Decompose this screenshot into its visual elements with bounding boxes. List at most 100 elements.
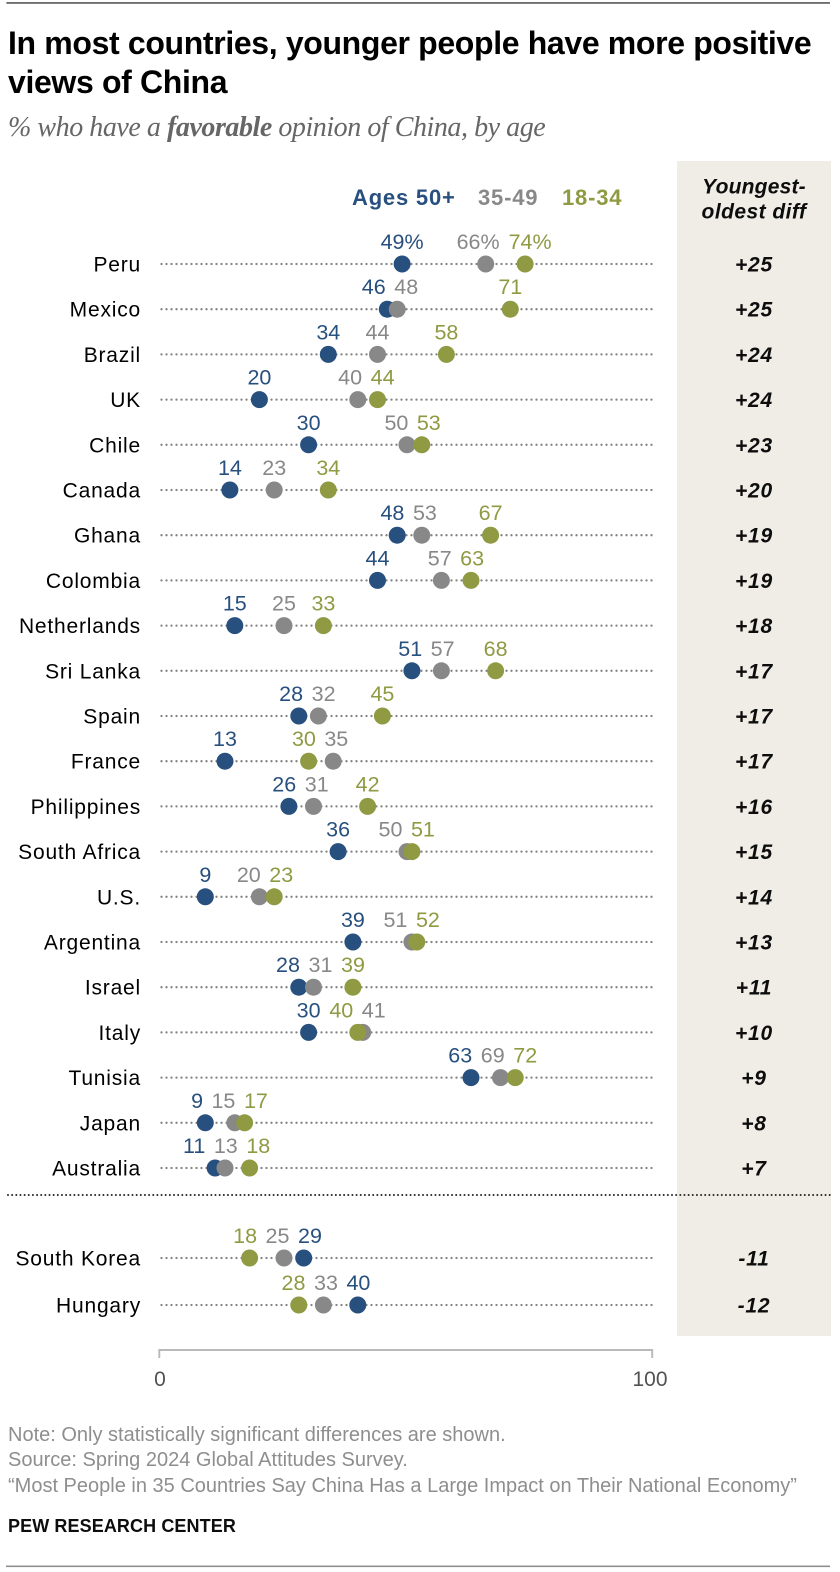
svg-text:58: 58	[434, 320, 458, 344]
svg-text:50: 50	[384, 411, 408, 435]
svg-text:44: 44	[366, 320, 390, 344]
svg-text:0: 0	[154, 1368, 166, 1391]
svg-text:33: 33	[311, 592, 335, 616]
svg-text:15: 15	[223, 592, 247, 616]
svg-text:Netherlands: Netherlands	[19, 615, 141, 638]
svg-text:14: 14	[218, 456, 242, 480]
svg-text:31: 31	[305, 772, 329, 796]
svg-text:Sri Lanka: Sri Lanka	[45, 660, 141, 683]
svg-text:+17: +17	[735, 660, 774, 683]
svg-text:28: 28	[279, 682, 303, 706]
svg-text:“Most People in 35 Countries S: “Most People in 35 Countries Say China H…	[8, 1475, 797, 1497]
svg-text:34: 34	[316, 456, 340, 480]
svg-text:+15: +15	[735, 841, 773, 864]
svg-text:35-49: 35-49	[478, 185, 538, 210]
svg-text:50: 50	[379, 818, 403, 842]
svg-text:29: 29	[298, 1224, 322, 1248]
svg-text:-12: -12	[738, 1295, 771, 1318]
svg-text:66%: 66%	[457, 230, 500, 254]
svg-text:Tunisia: Tunisia	[68, 1067, 141, 1090]
svg-text:Peru: Peru	[93, 254, 141, 277]
svg-text:South Africa: South Africa	[18, 841, 141, 864]
svg-text:41: 41	[362, 998, 386, 1022]
svg-text:52: 52	[416, 908, 440, 932]
svg-text:Japan: Japan	[80, 1112, 141, 1135]
svg-text:+19: +19	[735, 570, 773, 593]
svg-text:+19: +19	[735, 525, 773, 548]
svg-text:13: 13	[213, 727, 237, 751]
svg-text:57: 57	[431, 637, 455, 661]
svg-text:Canada: Canada	[63, 480, 141, 503]
svg-text:% who have a favorable opinion: % who have a favorable opinion of China,…	[8, 112, 545, 143]
svg-text:28: 28	[282, 1271, 306, 1295]
svg-text:+25: +25	[735, 254, 773, 277]
svg-text:45: 45	[370, 682, 394, 706]
svg-text:17: 17	[244, 1089, 268, 1113]
svg-text:+17: +17	[735, 751, 774, 774]
svg-text:Ages 50+: Ages 50+	[352, 185, 456, 210]
svg-text:Hungary: Hungary	[56, 1295, 141, 1318]
svg-text:72: 72	[513, 1044, 537, 1068]
svg-text:40: 40	[338, 366, 362, 390]
svg-text:18: 18	[233, 1224, 257, 1248]
svg-text:71: 71	[498, 275, 522, 299]
svg-text:57: 57	[428, 546, 452, 570]
svg-text:36: 36	[326, 818, 350, 842]
svg-text:32: 32	[312, 682, 336, 706]
svg-text:11: 11	[183, 1134, 205, 1158]
svg-text:63: 63	[460, 546, 484, 570]
svg-text:Philippines: Philippines	[31, 796, 141, 819]
svg-text:63: 63	[448, 1044, 472, 1068]
svg-text:9: 9	[191, 1089, 203, 1113]
svg-text:+7: +7	[741, 1158, 767, 1181]
svg-text:25: 25	[266, 1224, 290, 1248]
svg-text:48: 48	[394, 275, 418, 299]
svg-text:40: 40	[346, 1271, 370, 1295]
svg-text:51: 51	[398, 637, 422, 661]
svg-text:+20: +20	[735, 480, 773, 503]
svg-text:South Korea: South Korea	[15, 1248, 141, 1271]
svg-text:44: 44	[371, 366, 395, 390]
svg-text:Note: Only statistically signi: Note: Only statistically significant dif…	[8, 1424, 506, 1446]
svg-text:+24: +24	[735, 344, 773, 367]
svg-text:20: 20	[247, 366, 271, 390]
svg-text:Mexico: Mexico	[70, 299, 141, 322]
svg-text:23: 23	[269, 863, 293, 887]
svg-text:Italy: Italy	[98, 1022, 141, 1045]
svg-text:Source: Spring 2024 Global Att: Source: Spring 2024 Global Attitudes Sur…	[8, 1449, 408, 1471]
svg-text:74%: 74%	[509, 230, 552, 254]
svg-text:oldest diff: oldest diff	[702, 201, 808, 224]
svg-text:18: 18	[246, 1134, 270, 1158]
svg-text:+25: +25	[735, 299, 773, 322]
svg-text:+13: +13	[735, 932, 773, 955]
svg-text:49%: 49%	[381, 230, 424, 254]
svg-text:30: 30	[292, 727, 316, 751]
svg-text:In most countries, younger peo: In most countries, younger people have m…	[8, 25, 811, 61]
svg-text:+24: +24	[735, 389, 773, 412]
svg-text:20: 20	[237, 863, 261, 887]
svg-text:Youngest-: Youngest-	[702, 176, 806, 199]
svg-text:UK: UK	[110, 389, 141, 412]
svg-text:18-34: 18-34	[562, 185, 622, 210]
svg-text:30: 30	[297, 998, 321, 1022]
svg-text:13: 13	[214, 1134, 238, 1158]
svg-text:Spain: Spain	[83, 706, 141, 729]
svg-text:39: 39	[341, 908, 365, 932]
svg-text:views of China: views of China	[8, 64, 228, 100]
svg-text:-11: -11	[738, 1248, 769, 1271]
svg-text:34: 34	[316, 320, 340, 344]
svg-text:Ghana: Ghana	[74, 525, 141, 548]
svg-text:39: 39	[341, 953, 365, 977]
svg-text:48: 48	[380, 501, 404, 525]
svg-text:15: 15	[211, 1089, 235, 1113]
svg-text:+8: +8	[741, 1112, 767, 1135]
svg-text:26: 26	[272, 772, 296, 796]
svg-text:+18: +18	[735, 615, 773, 638]
svg-text:53: 53	[413, 501, 437, 525]
svg-text:+10: +10	[735, 1022, 773, 1045]
svg-text:28: 28	[276, 953, 300, 977]
svg-text:Brazil: Brazil	[84, 344, 141, 367]
svg-text:U.S.: U.S.	[97, 886, 141, 909]
svg-text:9: 9	[199, 863, 211, 887]
svg-text:Australia: Australia	[52, 1158, 141, 1181]
